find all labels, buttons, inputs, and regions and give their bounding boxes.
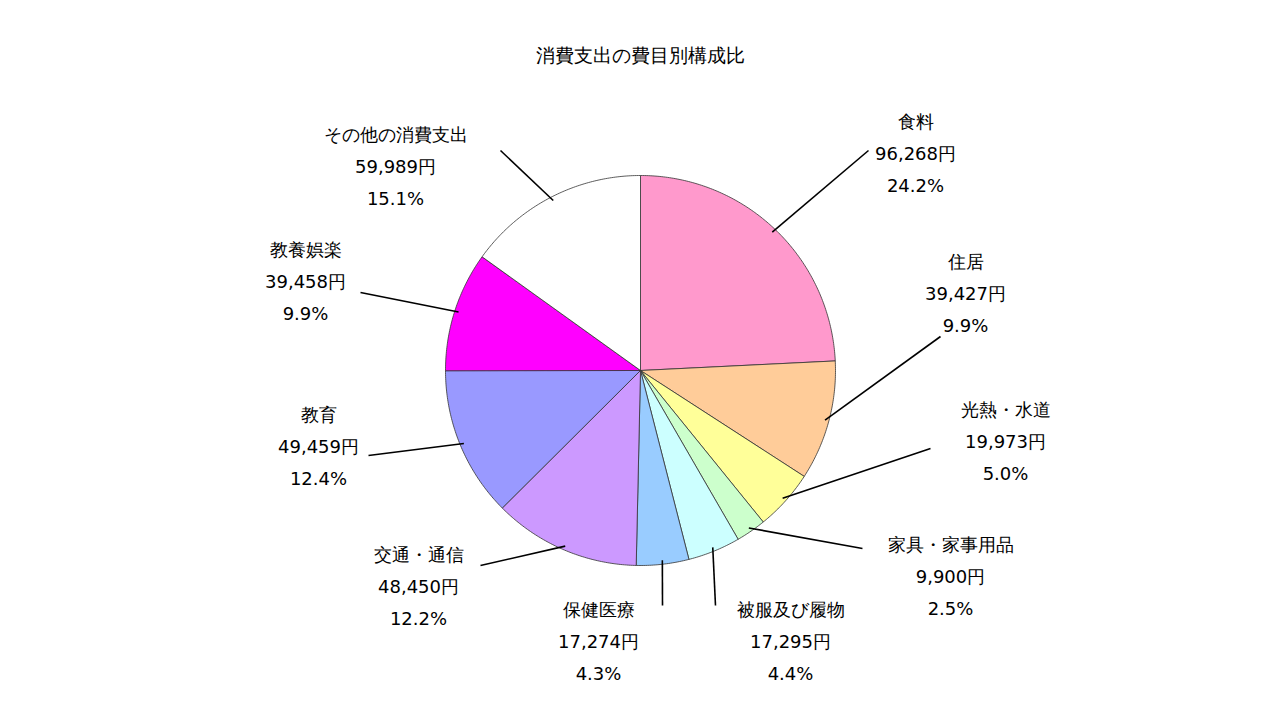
svg-text:12.4%12.4: 12.4%12.4 (290, 468, 347, 489)
svg-text:家具・家事用品2.5: 家具・家事用品2.5 (888, 534, 1014, 555)
svg-text:教養娯楽9.9: 教養娯楽9.9 (270, 239, 342, 260)
svg-text:39,427円9.9: 39,427円9.9 (925, 283, 1006, 304)
svg-text:12.2%12.2: 12.2%12.2 (390, 608, 447, 629)
svg-text:4.4%4.4: 4.4%4.4 (768, 663, 814, 684)
svg-text:消費支出の費目別構成比: 消費支出の費目別構成比 (536, 44, 745, 66)
svg-text:交通・通信12.2: 交通・通信12.2 (374, 544, 464, 565)
svg-text:96,268円24.2: 96,268円24.2 (875, 143, 956, 164)
svg-text:59,989円15.1: 59,989円15.1 (355, 156, 436, 177)
svg-text:2.5%2.5: 2.5%2.5 (928, 598, 974, 619)
svg-text:49,459円12.4: 49,459円12.4 (278, 436, 359, 457)
svg-text:保健医療4.3: 保健医療4.3 (563, 599, 635, 620)
svg-text:24.2%24.2: 24.2%24.2 (887, 175, 944, 196)
svg-text:48,450円12.2: 48,450円12.2 (378, 576, 459, 597)
svg-text:教育12.4: 教育12.4 (301, 404, 337, 425)
svg-text:9.9%9.9: 9.9%9.9 (283, 303, 329, 324)
svg-text:光熱・水道5: 光熱・水道5 (961, 399, 1051, 420)
svg-text:39,458円9.9: 39,458円9.9 (265, 271, 346, 292)
svg-text:住居9.9: 住居9.9 (947, 251, 984, 272)
svg-text:9,900円2.5: 9,900円2.5 (916, 566, 986, 587)
svg-text:19,973円5: 19,973円5 (965, 431, 1046, 452)
svg-text:17,295円4.4: 17,295円4.4 (750, 631, 831, 652)
svg-text:15.1%15.1: 15.1%15.1 (367, 188, 424, 209)
svg-text:9.9%9.9: 9.9%9.9 (943, 315, 989, 336)
svg-text:5.0%5: 5.0%5 (983, 463, 1029, 484)
svg-text:被服及び履物4.4: 被服及び履物4.4 (737, 599, 845, 620)
svg-text:4.3%4.3: 4.3%4.3 (576, 663, 622, 684)
svg-text:食料24.2: 食料24.2 (898, 111, 934, 132)
svg-text:17,274円4.3: 17,274円4.3 (558, 631, 639, 652)
svg-text:その他の消費支出15.1: その他の消費支出15.1 (324, 124, 468, 145)
